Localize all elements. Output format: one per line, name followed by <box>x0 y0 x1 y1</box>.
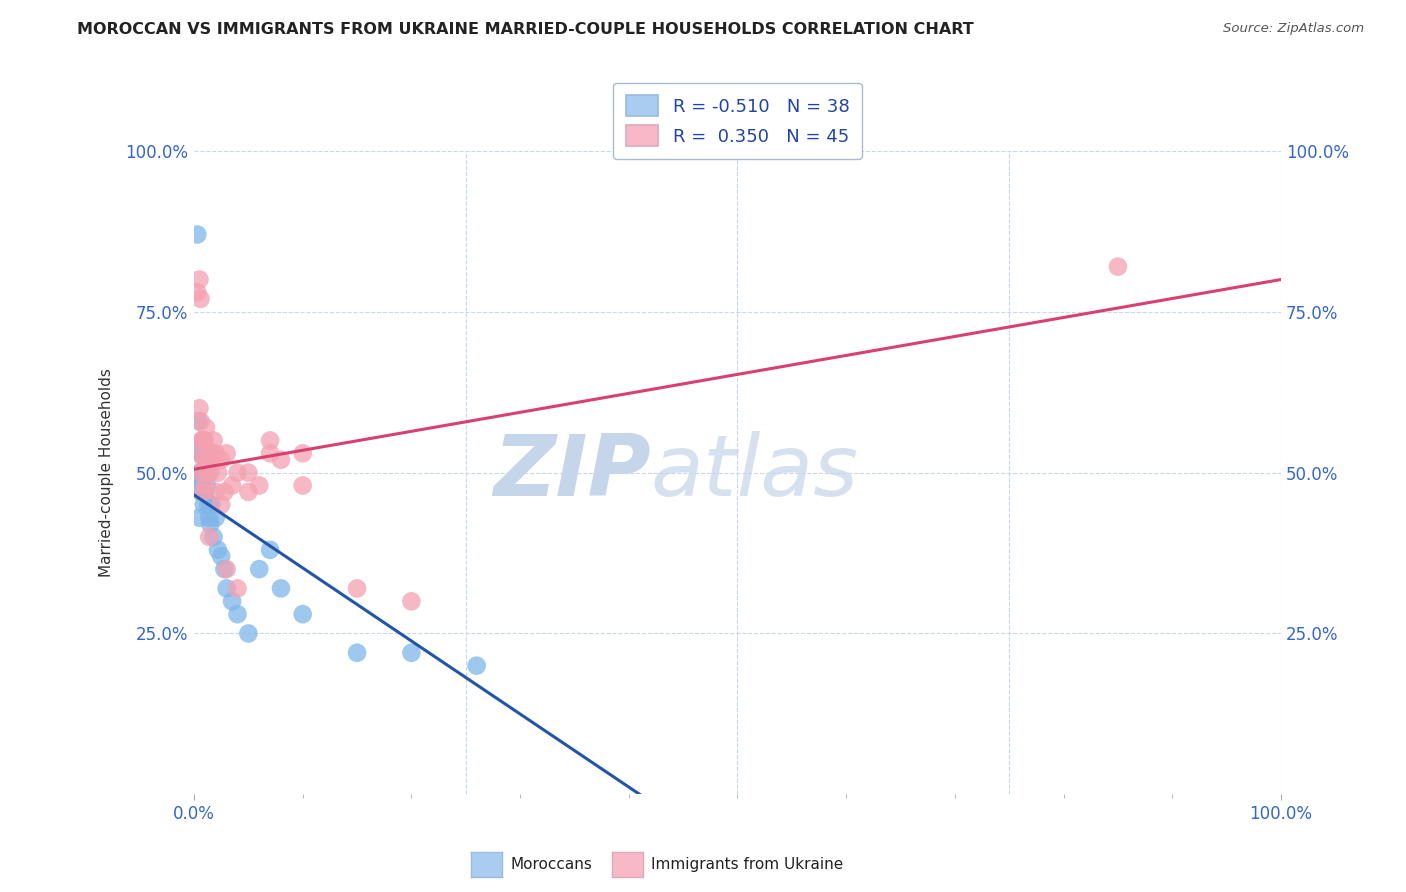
Point <box>259 446 281 460</box>
Point <box>193 484 215 499</box>
Text: MOROCCAN VS IMMIGRANTS FROM UKRAINE MARRIED-COUPLE HOUSEHOLDS CORRELATION CHART: MOROCCAN VS IMMIGRANTS FROM UKRAINE MARR… <box>77 22 974 37</box>
Point <box>190 484 212 499</box>
Text: Moroccans: Moroccans <box>510 857 592 871</box>
Point <box>215 562 238 576</box>
Point <box>238 626 260 640</box>
Point <box>214 562 236 576</box>
Point <box>221 594 243 608</box>
Point <box>215 582 238 596</box>
Point <box>187 414 209 428</box>
Text: Immigrants from Ukraine: Immigrants from Ukraine <box>651 857 844 871</box>
Point <box>191 434 214 448</box>
Point <box>200 517 222 532</box>
Point <box>401 646 423 660</box>
Point <box>188 446 211 460</box>
Point <box>194 466 217 480</box>
Point <box>193 484 215 499</box>
Point <box>195 466 218 480</box>
Point <box>197 466 219 480</box>
Point <box>191 434 214 448</box>
Point <box>346 582 368 596</box>
Text: ZIP: ZIP <box>494 431 651 514</box>
Point <box>194 434 217 448</box>
Point <box>214 484 236 499</box>
Point <box>226 582 249 596</box>
Point <box>190 472 212 486</box>
Point <box>202 530 225 544</box>
Point <box>188 272 211 286</box>
Point <box>188 466 211 480</box>
Point <box>1107 260 1129 274</box>
Point <box>186 227 208 242</box>
Point <box>194 484 217 499</box>
Point <box>198 530 221 544</box>
Point <box>346 646 368 660</box>
Point <box>186 285 208 300</box>
Point <box>247 478 270 492</box>
Point <box>291 607 314 622</box>
Point <box>209 452 232 467</box>
Point <box>191 446 214 460</box>
Point <box>204 484 226 499</box>
Point <box>291 478 314 492</box>
Point <box>226 607 249 622</box>
Point <box>209 498 232 512</box>
Point <box>238 466 260 480</box>
Point <box>200 498 222 512</box>
Point <box>191 466 214 480</box>
Point <box>215 446 238 460</box>
Text: Source: ZipAtlas.com: Source: ZipAtlas.com <box>1223 22 1364 36</box>
Point <box>190 414 212 428</box>
Point <box>226 466 249 480</box>
Point <box>259 434 281 448</box>
Point <box>204 446 226 460</box>
Point <box>270 582 292 596</box>
Point <box>291 446 314 460</box>
Point <box>200 446 222 460</box>
Point <box>259 542 281 557</box>
Point <box>204 510 226 524</box>
Point <box>247 562 270 576</box>
Point <box>195 478 218 492</box>
Point <box>209 549 232 564</box>
Point <box>198 510 221 524</box>
Point <box>221 478 243 492</box>
Point <box>270 452 292 467</box>
Point <box>202 434 225 448</box>
Point <box>188 510 211 524</box>
Point <box>195 420 218 434</box>
Point <box>190 446 212 460</box>
Point <box>188 401 211 416</box>
Point <box>190 466 212 480</box>
Point <box>194 478 217 492</box>
Point <box>198 446 221 460</box>
Point <box>238 484 260 499</box>
Point <box>190 478 212 492</box>
Point <box>200 452 222 467</box>
Point <box>465 658 488 673</box>
Point <box>207 542 229 557</box>
Text: atlas: atlas <box>651 431 859 514</box>
Point <box>207 466 229 480</box>
Point <box>401 594 423 608</box>
Y-axis label: Married-couple Households: Married-couple Households <box>100 368 114 577</box>
Point <box>190 466 212 480</box>
Point <box>195 452 218 467</box>
Point <box>195 452 218 467</box>
Point <box>200 466 222 480</box>
Point <box>190 292 212 306</box>
Point <box>193 452 215 467</box>
Point <box>190 434 212 448</box>
Legend: R = -0.510   N = 38, R =  0.350   N = 45: R = -0.510 N = 38, R = 0.350 N = 45 <box>613 83 862 159</box>
Point <box>197 498 219 512</box>
Point <box>193 498 215 512</box>
